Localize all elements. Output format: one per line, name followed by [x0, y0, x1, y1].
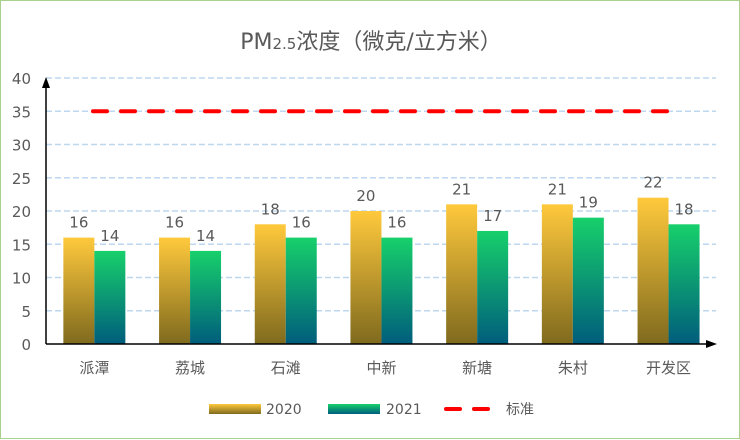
bar-2020-石滩	[254, 224, 286, 344]
legend-label-standard: 标准	[506, 402, 534, 418]
x-tick-label: 中新	[366, 359, 396, 377]
legend: 2020 2021 标准	[209, 402, 534, 418]
bar-2021-中新	[381, 237, 413, 344]
y-tick-label: 40	[12, 70, 31, 88]
x-axis-arrow-icon	[706, 340, 717, 348]
y-tick-label: 15	[12, 236, 31, 254]
bar-2021-朱村	[572, 217, 604, 344]
y-tick-label: 0	[21, 336, 31, 354]
data-label: 14	[100, 227, 119, 245]
bar-2020-荔城	[159, 237, 191, 344]
legend-swatch-2020	[209, 404, 261, 414]
bar-2021-开发区	[668, 224, 700, 344]
data-label: 20	[356, 187, 375, 205]
bar-2021-新塘	[477, 230, 509, 344]
data-label: 19	[579, 194, 598, 212]
data-label: 21	[548, 180, 567, 198]
y-tick-label: 5	[21, 303, 31, 321]
y-tick-label: 35	[12, 103, 31, 121]
y-tick-label: 30	[12, 137, 31, 155]
y-tick-label: 10	[12, 270, 31, 288]
data-label: 16	[165, 214, 184, 232]
bar-2020-中新	[350, 211, 382, 344]
data-label: 21	[452, 180, 471, 198]
bar-2020-开发区	[637, 197, 669, 344]
x-tick-label: 开发区	[646, 359, 691, 377]
data-label: 17	[483, 207, 502, 225]
bar-2021-荔城	[190, 250, 222, 344]
bar-2020-新塘	[446, 204, 478, 344]
x-tick-label: 石滩	[271, 359, 301, 377]
x-tick-label: 新塘	[462, 359, 492, 377]
y-tick-label: 20	[12, 203, 31, 221]
bar-2020-朱村	[541, 204, 573, 344]
x-tick-label: 派潭	[79, 359, 109, 377]
y-axis-arrow-icon	[42, 77, 50, 88]
data-label: 16	[292, 214, 311, 232]
chart-title: PM2.5浓度（微克/立方米）	[240, 30, 502, 55]
legend-label-2021: 2021	[386, 402, 422, 418]
data-label: 22	[644, 174, 663, 192]
data-label: 18	[675, 200, 694, 218]
bar-2020-派潭	[63, 237, 95, 344]
data-label: 16	[387, 214, 406, 232]
x-tick-label: 荔城	[175, 359, 205, 377]
legend-swatch-2021	[328, 404, 380, 414]
bar-2021-石滩	[285, 237, 317, 344]
data-label: 16	[69, 214, 88, 232]
data-label: 18	[261, 200, 280, 218]
data-label: 14	[196, 227, 215, 245]
legend-label-2020: 2020	[266, 402, 302, 418]
x-tick-label: 朱村	[558, 359, 588, 377]
y-tick-label: 25	[12, 170, 31, 188]
bar-2021-派潭	[94, 250, 126, 344]
